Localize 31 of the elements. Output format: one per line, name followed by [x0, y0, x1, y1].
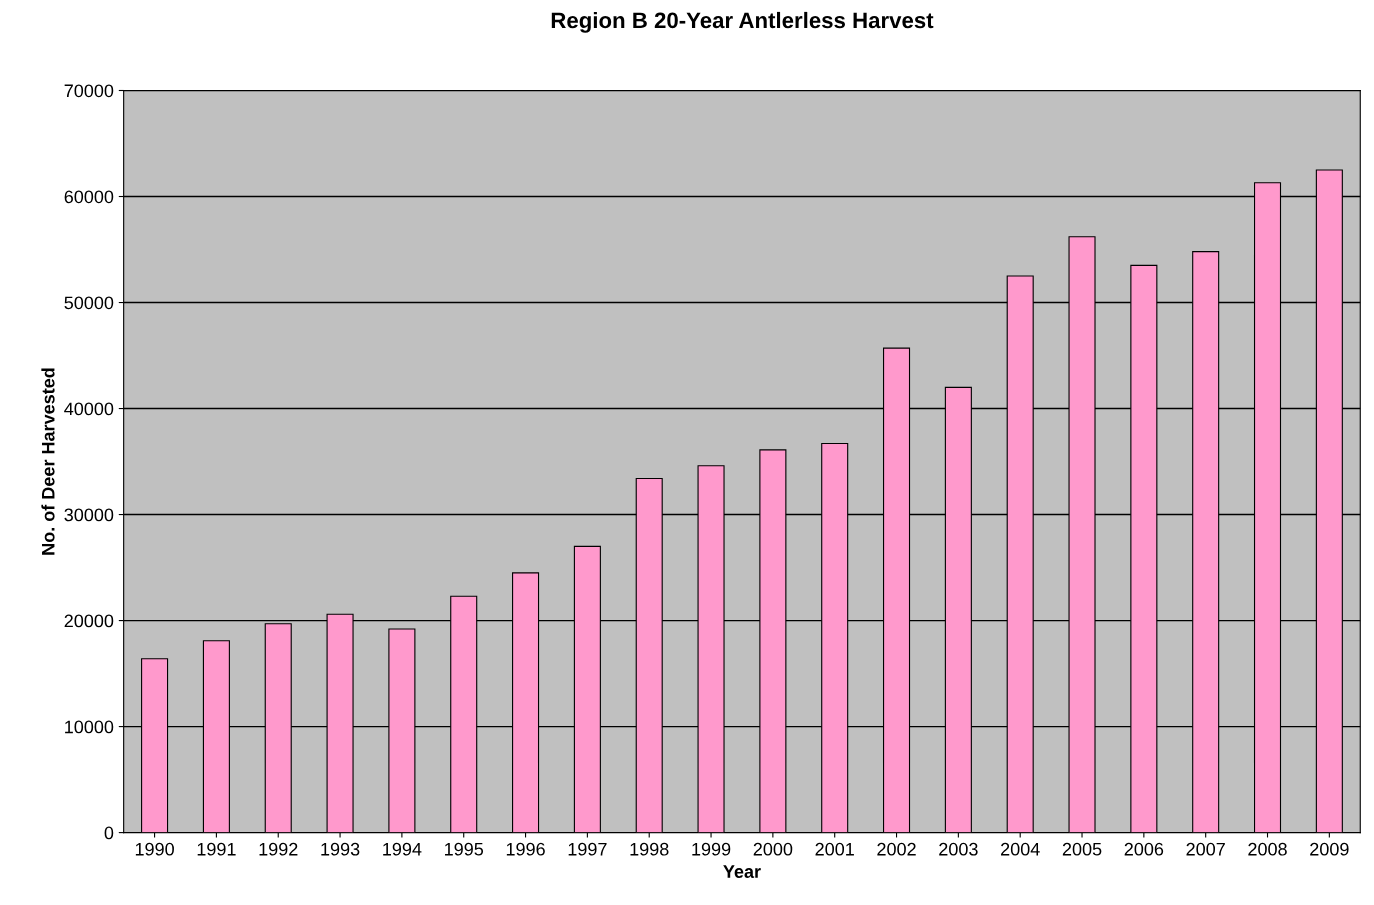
x-tick-label: 2000 [753, 842, 793, 856]
y-axis-title: No. of Deer Harvested [41, 368, 55, 555]
chart-title: Region B 20-Year Antlerless Harvest [551, 11, 934, 33]
y-tick-label: 60000 [64, 190, 114, 204]
x-tick-label: 1991 [197, 842, 236, 856]
x-tick-label: 2005 [1062, 842, 1102, 856]
x-tick-label: 1993 [321, 842, 360, 856]
y-tick-label: 20000 [64, 614, 114, 628]
x-tick-label: 2007 [1186, 842, 1225, 856]
x-tick-label: 2004 [1001, 842, 1040, 856]
x-tick-label: 2002 [877, 842, 916, 856]
x-tick-label: 1995 [445, 842, 484, 856]
x-tick-label: 1990 [135, 842, 174, 856]
x-tick-label: 1996 [506, 842, 545, 856]
x-tick-label: 2009 [1310, 842, 1349, 856]
y-tick-label: 10000 [65, 720, 114, 734]
x-tick-label: 1994 [383, 842, 422, 856]
x-tick-label: 2006 [1124, 842, 1164, 856]
y-tick-label: 70000 [64, 84, 114, 98]
x-tick-label: 2001 [815, 842, 854, 856]
x-tick-label: 1992 [259, 842, 298, 856]
x-tick-label: 1998 [630, 842, 669, 856]
x-axis-title: Year [723, 865, 761, 878]
x-tick-label: 1999 [692, 842, 731, 856]
x-tick-label: 1997 [568, 842, 607, 856]
y-tick-label: 40000 [64, 402, 114, 416]
y-tick-label: 50000 [64, 296, 114, 310]
y-tick-label: 0 [104, 826, 114, 840]
x-tick-label: 2003 [939, 842, 978, 856]
y-tick-label: 30000 [64, 508, 114, 522]
x-tick-label: 2008 [1248, 842, 1287, 856]
